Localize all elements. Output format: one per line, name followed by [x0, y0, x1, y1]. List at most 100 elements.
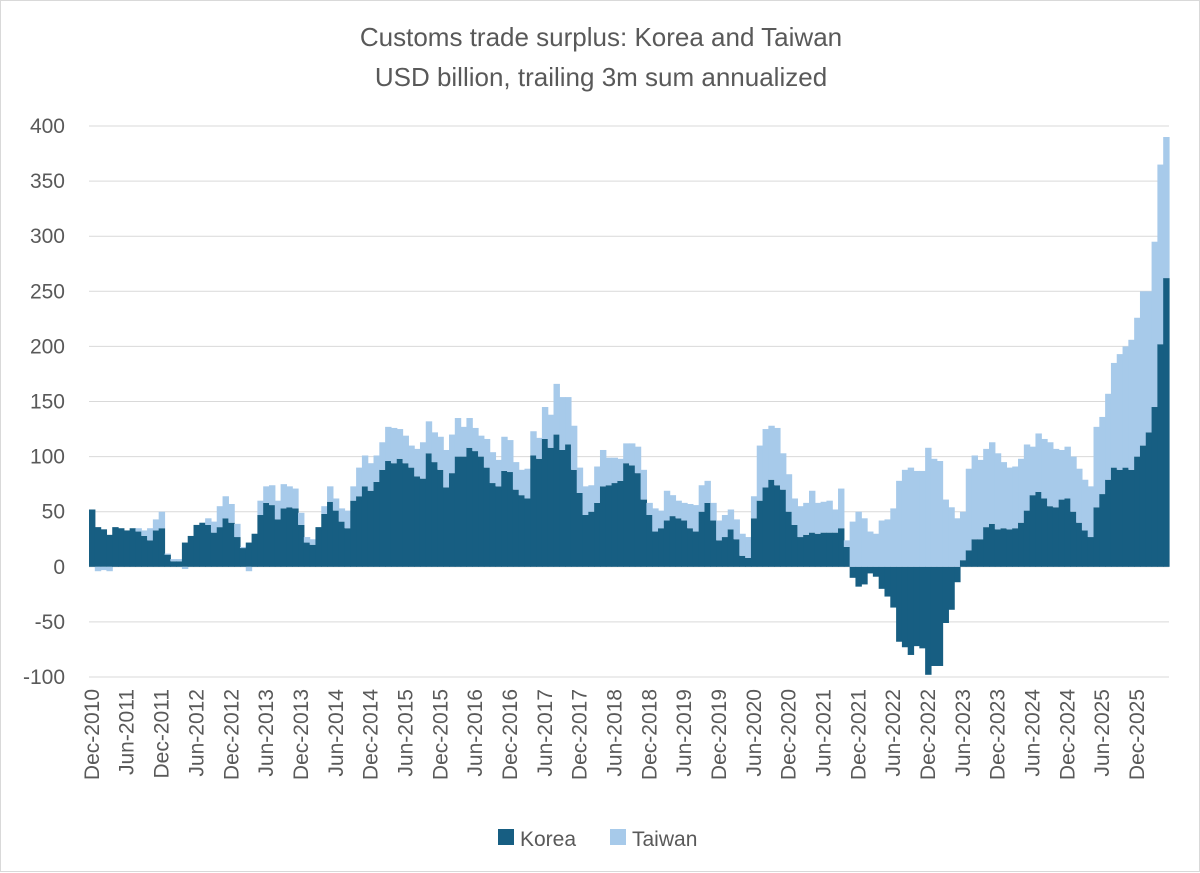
bar-taiwan — [907, 467, 915, 567]
y-tick-label: -100 — [23, 666, 65, 689]
bar-taiwan — [1006, 467, 1013, 530]
legend-label-taiwan: Taiwan — [632, 828, 697, 851]
bar-taiwan — [1000, 462, 1008, 529]
bar-taiwan — [878, 520, 886, 567]
bar-korea — [1110, 467, 1118, 567]
x-tick-label: Dec-2025 — [1126, 689, 1149, 780]
bar-taiwan — [367, 463, 375, 491]
bar-korea — [530, 455, 537, 567]
x-tick-label: Dec-2023 — [987, 689, 1010, 780]
bar-korea — [721, 537, 729, 567]
bar-korea — [547, 447, 555, 567]
bar-korea — [1134, 456, 1141, 567]
bar-korea — [994, 529, 1002, 567]
y-axis-ticks: 400 350 300 250 200 150 100 50 0 -50 -100 — [23, 115, 65, 689]
bar-korea — [1145, 432, 1153, 567]
bar-taiwan — [994, 453, 1002, 530]
bar-korea — [257, 515, 264, 567]
bar-korea — [100, 529, 108, 567]
bar-korea — [942, 566, 949, 623]
bar-korea — [646, 515, 653, 567]
bar-korea — [1093, 507, 1100, 567]
bar-taiwan — [1093, 426, 1100, 508]
bar-korea — [750, 518, 758, 567]
bar-taiwan — [884, 519, 891, 567]
bar-taiwan — [309, 539, 317, 545]
bar-taiwan — [472, 427, 479, 452]
bar-taiwan — [762, 429, 769, 488]
bar-taiwan — [541, 407, 549, 439]
bar-korea — [733, 539, 740, 567]
bar-korea — [989, 523, 996, 567]
x-tick-label: Jun-2014 — [325, 689, 348, 777]
bar-taiwan — [234, 523, 241, 538]
bar-korea — [431, 462, 438, 567]
bar-taiwan — [692, 505, 700, 532]
bar-korea — [803, 534, 810, 567]
y-tick-label: 400 — [30, 115, 65, 138]
x-tick-label: Jun-2023 — [952, 689, 975, 777]
x-tick-label: Dec-2022 — [917, 689, 940, 780]
bar-taiwan — [652, 508, 659, 532]
bar-taiwan — [1110, 362, 1118, 468]
bar-korea — [588, 511, 595, 567]
bar-taiwan — [443, 449, 450, 488]
bar-taiwan — [489, 452, 497, 484]
x-tick-label: Jun-2022 — [882, 689, 905, 777]
bar-taiwan — [164, 553, 171, 555]
bar-korea — [936, 566, 944, 666]
bar-taiwan — [1064, 446, 1071, 499]
bar-korea — [158, 528, 166, 567]
bar-taiwan — [756, 445, 764, 501]
bar-taiwan — [576, 467, 584, 493]
bar-korea — [681, 520, 688, 567]
bar-taiwan — [419, 442, 427, 479]
bar-korea — [449, 473, 456, 567]
bar-korea — [228, 522, 235, 567]
bar-taiwan — [356, 467, 363, 497]
bar-korea — [396, 458, 404, 567]
bar-taiwan — [797, 506, 804, 538]
x-tick-label: Jun-2016 — [464, 689, 487, 777]
bar-korea — [489, 483, 497, 567]
bar-taiwan — [553, 383, 560, 435]
bar-taiwan — [495, 459, 502, 487]
bar-korea — [809, 532, 816, 567]
bar-korea — [727, 529, 735, 567]
bar-taiwan — [971, 455, 978, 540]
bar-taiwan — [106, 566, 113, 572]
bar-korea — [1064, 498, 1071, 567]
bar-taiwan — [599, 449, 607, 487]
bar-korea — [216, 527, 224, 567]
bar-korea — [135, 531, 142, 567]
bar-korea — [263, 502, 270, 567]
bar-korea — [466, 447, 473, 567]
bar-korea — [187, 535, 195, 567]
bar-korea — [913, 566, 920, 647]
bar-taiwan — [588, 485, 595, 512]
legend: Korea Taiwan — [498, 828, 697, 851]
bar-taiwan — [263, 486, 270, 503]
bar-taiwan — [768, 425, 775, 480]
bar-korea — [1081, 530, 1089, 567]
bar-taiwan — [1041, 438, 1048, 499]
bar-taiwan — [437, 436, 444, 470]
bar-taiwan — [530, 431, 537, 456]
bar-korea — [756, 500, 764, 567]
bar-taiwan — [518, 469, 526, 496]
bar-korea — [205, 524, 212, 567]
bar-taiwan — [1035, 433, 1042, 492]
bar-taiwan — [872, 533, 880, 567]
bar-taiwan — [257, 500, 264, 516]
bar-taiwan — [605, 457, 613, 486]
bar-taiwan — [791, 498, 798, 525]
bar-korea — [419, 478, 427, 567]
bar-korea — [356, 496, 363, 567]
bar-taiwan — [478, 435, 485, 457]
bar-taiwan — [512, 462, 520, 490]
bar-taiwan — [524, 468, 531, 499]
bar-korea — [611, 483, 618, 567]
bar-taiwan — [414, 448, 421, 477]
bar-korea — [582, 515, 589, 567]
bar-taiwan — [669, 495, 677, 517]
